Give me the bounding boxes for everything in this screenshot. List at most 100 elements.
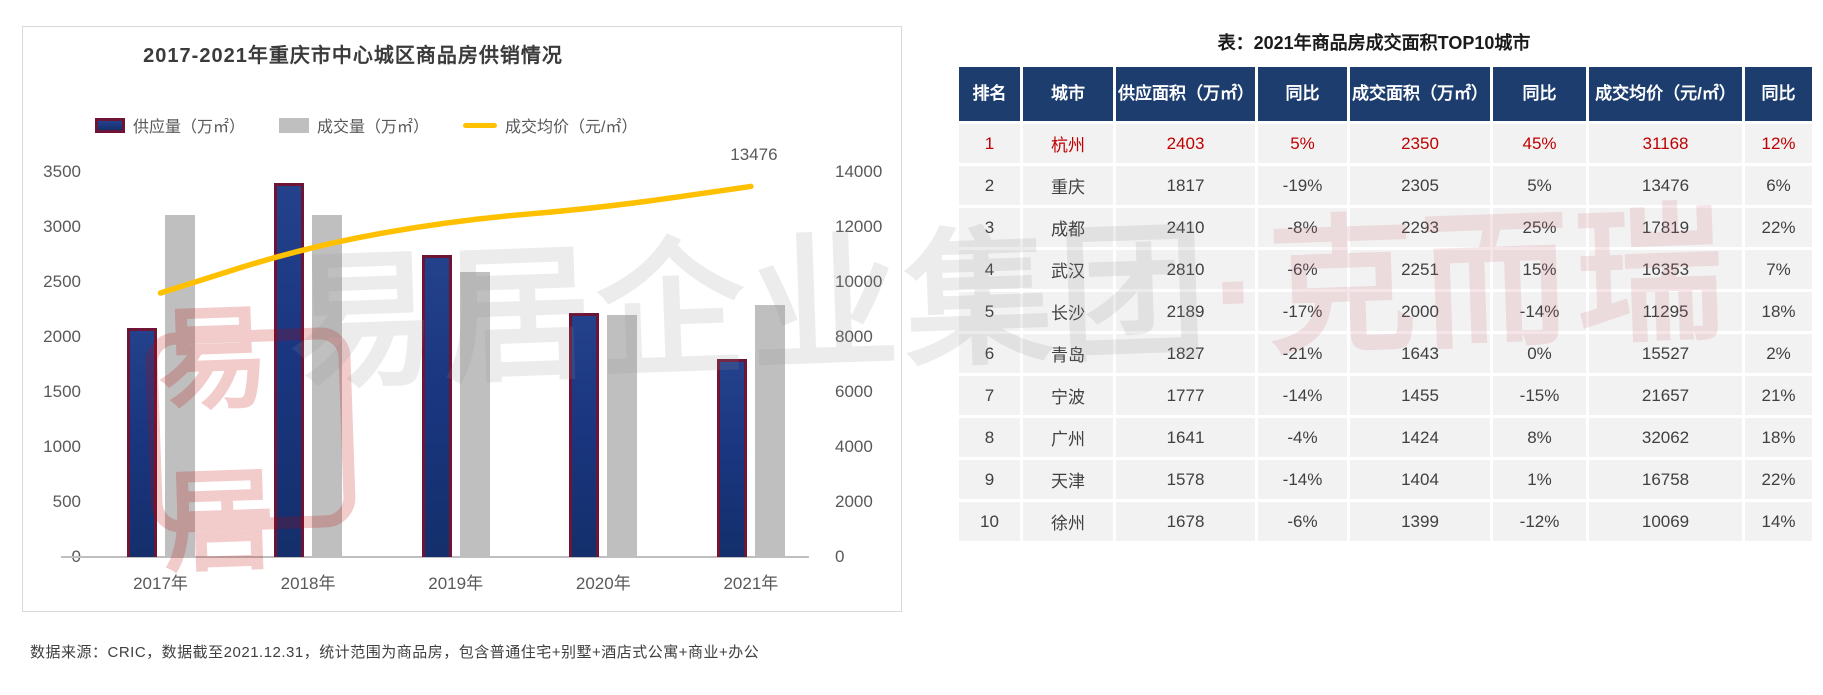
table-cell: 10 [959, 502, 1020, 541]
table-cell: 1641 [1116, 418, 1255, 457]
bar-transaction [312, 214, 343, 557]
table-cell: 21657 [1589, 376, 1742, 415]
table-cell: 6% [1745, 166, 1812, 205]
table-cell: 21% [1745, 376, 1812, 415]
column-header: 成交面积（万㎡） [1350, 67, 1490, 121]
bar-supply [126, 328, 157, 557]
table-cell: 1404 [1350, 460, 1490, 499]
table-cell: 1 [959, 124, 1020, 163]
table-cell: 武汉 [1023, 250, 1113, 289]
y-axis-label-left: 3000 [43, 217, 81, 236]
table-cell: 8 [959, 418, 1020, 457]
table-cell: 杭州 [1023, 124, 1113, 163]
table-cell: 1578 [1116, 460, 1255, 499]
table-cell: 1643 [1350, 334, 1490, 373]
x-axis-label: 2017年 [133, 574, 188, 593]
table-cell: 5% [1493, 166, 1586, 205]
y-axis-label-right: 4000 [835, 437, 873, 456]
y-axis-label-right: 12000 [835, 217, 883, 236]
plot-area: 13476 0050020001000400015006000200080002… [23, 27, 901, 611]
bar-supply [716, 359, 747, 557]
legend-item-price: 成交均价（元/㎡） [463, 113, 637, 137]
table-cell: 16758 [1589, 460, 1742, 499]
table-cell: 45% [1493, 124, 1586, 163]
legend-label-deal: 成交量（万㎡） [317, 119, 430, 136]
y-axis-label-left: 2000 [43, 327, 81, 346]
column-header: 同比 [1745, 67, 1812, 121]
price-line-swatch-icon [463, 122, 498, 128]
price-annotation: 13476 [730, 145, 778, 165]
bar-transaction [754, 305, 785, 557]
table-cell: 15% [1493, 250, 1586, 289]
table-cell: 成都 [1023, 208, 1113, 247]
table-cell: -14% [1258, 376, 1347, 415]
column-header: 同比 [1493, 67, 1586, 121]
column-header: 城市 [1023, 67, 1113, 121]
table-cell: -4% [1258, 418, 1347, 457]
legend-label-supply: 供应量（万㎡） [133, 119, 246, 136]
y-axis-label-left: 500 [52, 492, 81, 511]
table-cell: 天津 [1023, 460, 1113, 499]
table-row: 2 重庆 1817 -19% 2305 5% 13476 6% [959, 166, 1812, 205]
table-cell: 长沙 [1023, 292, 1113, 331]
table-cell: 2403 [1116, 124, 1255, 163]
x-axis-label: 2021年 [723, 574, 779, 593]
y-axis-label-left: 2500 [43, 272, 81, 291]
table-cell: 3 [959, 208, 1020, 247]
table-cell: 15527 [1589, 334, 1742, 373]
supply-bar-swatch-icon [95, 117, 125, 133]
chart-panel: 2017-2021年重庆市中心城区商品房供销情况 供应量（万㎡） 成交量（万㎡）… [22, 26, 902, 612]
column-header: 同比 [1258, 67, 1347, 121]
table-cell: 7% [1745, 250, 1812, 289]
bar-supply [569, 312, 600, 557]
legend-label-price: 成交均价（元/㎡） [505, 119, 638, 136]
table-cell: 2293 [1350, 208, 1490, 247]
table-cell: -17% [1258, 292, 1347, 331]
column-header: 供应面积（万㎡） [1116, 67, 1255, 121]
table-cell: 1678 [1116, 502, 1255, 541]
table-cell: 13476 [1589, 166, 1742, 205]
table-cell: 5 [959, 292, 1020, 331]
y-axis-label-right: 10000 [835, 272, 883, 291]
table-cell: 徐州 [1023, 502, 1113, 541]
y-axis-label-left: 3500 [43, 162, 81, 181]
table-cell: 9 [959, 460, 1020, 499]
table-cell: -6% [1258, 502, 1347, 541]
table-row: 7 宁波 1777 -14% 1455 -15% 21657 21% [959, 376, 1812, 415]
bar-transaction [607, 315, 638, 557]
table-cell: 18% [1745, 418, 1812, 457]
legend-item-supply: 供应量（万㎡） [95, 113, 245, 137]
table-cell: 2000 [1350, 292, 1490, 331]
table-cell: 11295 [1589, 292, 1742, 331]
table-cell: 2810 [1116, 250, 1255, 289]
price-line-path [157, 183, 754, 296]
y-axis-label-right: 0 [835, 547, 845, 566]
table-cell: 0% [1493, 334, 1586, 373]
table-cell: 5% [1258, 124, 1347, 163]
table-row: 4 武汉 2810 -6% 2251 15% 16353 7% [959, 250, 1812, 289]
table-cell: 2410 [1116, 208, 1255, 247]
table-cell: -15% [1493, 376, 1586, 415]
table-cell: 7 [959, 376, 1020, 415]
bar-supply [421, 254, 452, 557]
table-cell: 25% [1493, 208, 1586, 247]
table-row: 8 广州 1641 -4% 1424 8% 32062 18% [959, 418, 1812, 457]
top10-table: 排名 城市 供应面积（万㎡） 同比 成交面积（万㎡） 同比 成交均价（元/㎡） 同比 1 杭州 2… [956, 64, 1815, 544]
table-cell: 22% [1745, 208, 1812, 247]
table-cell: 18% [1745, 292, 1812, 331]
x-axis-line [61, 556, 809, 558]
table-cell: 32062 [1589, 418, 1742, 457]
table-cell: -12% [1493, 502, 1586, 541]
table-cell: 1% [1493, 460, 1586, 499]
table-cell: 4 [959, 250, 1020, 289]
table-cell: 12% [1745, 124, 1812, 163]
y-axis-label-left: 1000 [43, 437, 81, 456]
table-cell: 1424 [1350, 418, 1490, 457]
table-cell: 1399 [1350, 502, 1490, 541]
table-row: 9 天津 1578 -14% 1404 1% 16758 22% [959, 460, 1812, 499]
table-cell: 1827 [1116, 334, 1255, 373]
table-cell: 重庆 [1023, 166, 1113, 205]
table-cell: 2251 [1350, 250, 1490, 289]
chart-legend: 供应量（万㎡） 成交量（万㎡） 成交均价（元/㎡） [95, 113, 637, 137]
